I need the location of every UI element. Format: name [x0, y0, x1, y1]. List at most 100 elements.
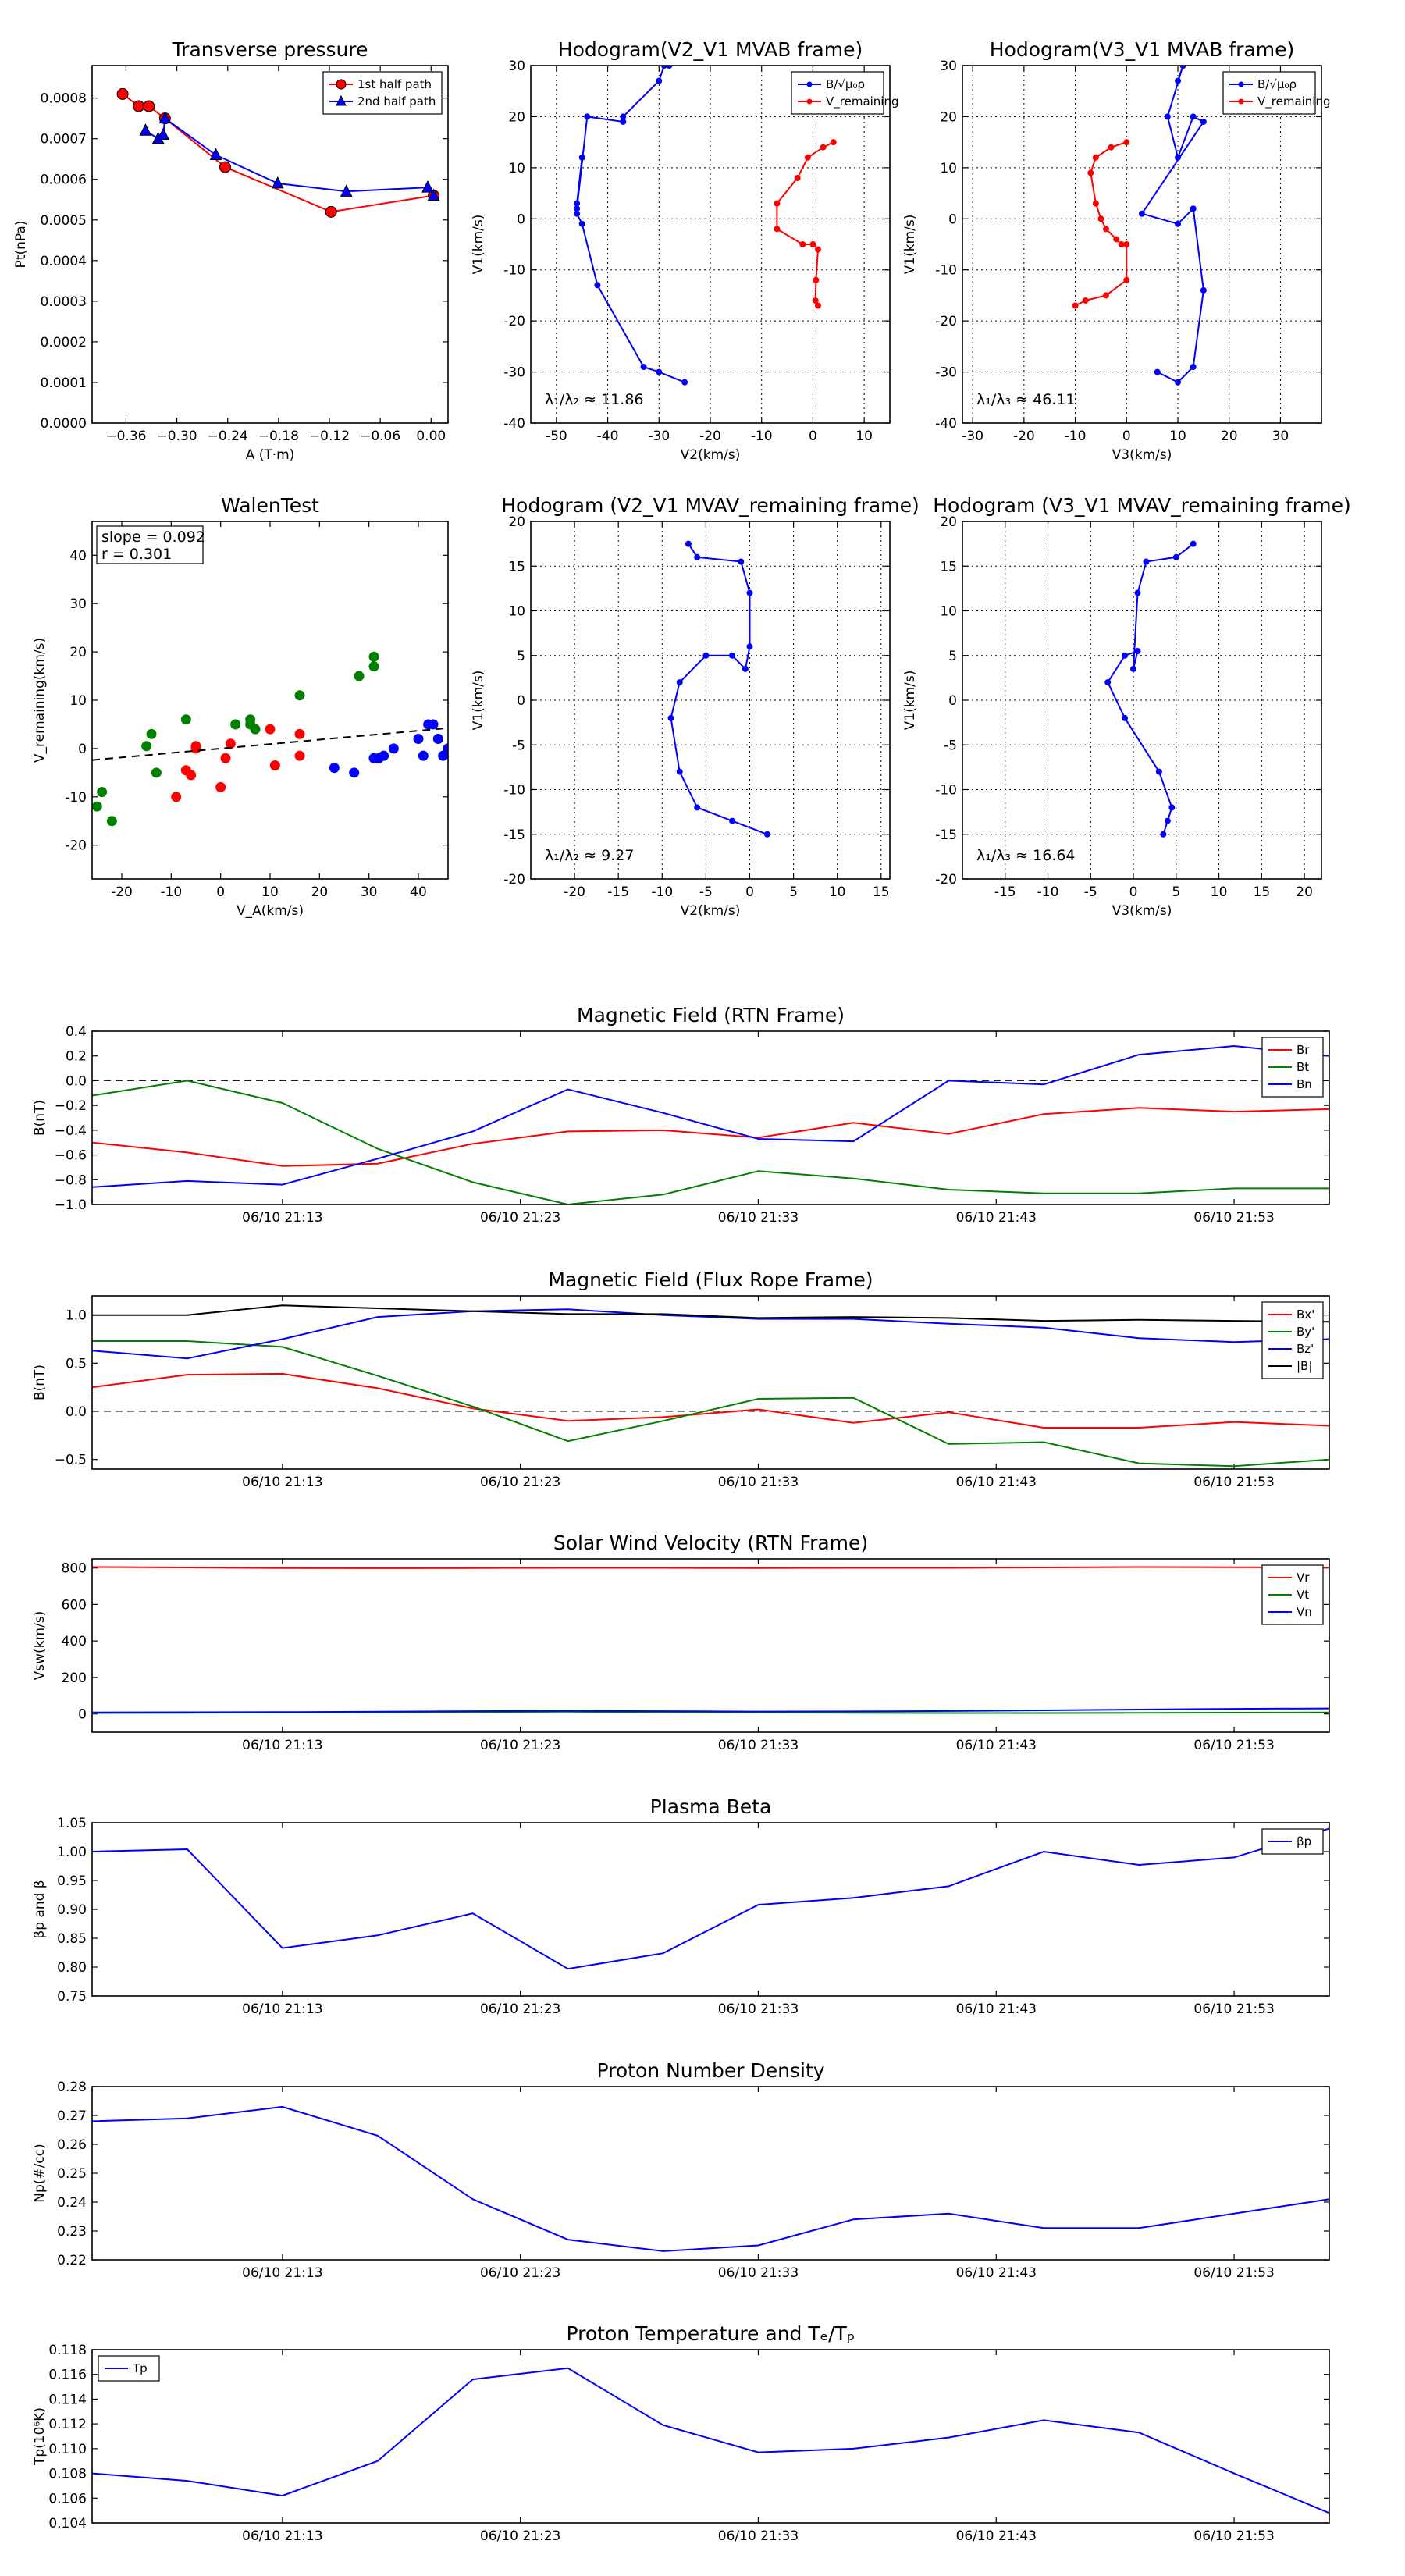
y-tick-label: 10	[508, 604, 525, 620]
eigen-ratio-annotation: λ₁/λ₂ ≈ 9.27	[545, 847, 634, 864]
data-point	[329, 763, 340, 774]
legend-label: By'	[1297, 1325, 1314, 1339]
y-tick-label: -10	[65, 790, 87, 806]
x-tick-label: -30	[962, 429, 984, 444]
data-point	[422, 180, 434, 193]
data-point	[151, 767, 162, 778]
eigen-ratio-annotation: λ₁/λ₃ ≈ 16.64	[976, 847, 1076, 864]
x-tick-label: 30	[1272, 429, 1289, 444]
data-point	[774, 200, 781, 207]
data-point	[681, 379, 688, 386]
x-tick-label: 06/10 21:53	[1193, 1475, 1274, 1490]
y-tick-label: 20	[69, 645, 87, 660]
data-point	[660, 66, 667, 69]
data-point	[813, 276, 820, 283]
data-point	[271, 176, 284, 189]
y-tick-label: 0	[78, 742, 87, 757]
y-tick-label: 10	[940, 161, 957, 176]
data-point	[1072, 302, 1079, 309]
panel-bfr: Magnetic Field (Flux Rope Frame) 06/10 21…	[32, 1268, 1330, 1490]
data-point	[656, 368, 663, 375]
x-tick-label: 06/10 21:53	[1193, 1210, 1274, 1226]
x-tick-label: -20	[1013, 429, 1035, 444]
legend-label: Vn	[1297, 1605, 1312, 1619]
series-line	[670, 543, 768, 835]
x-tick-label: -10	[1037, 884, 1059, 900]
y-tick-label: −0.6	[55, 1148, 87, 1164]
data-point	[1134, 589, 1141, 596]
y-tick-label: 0.112	[48, 2417, 87, 2432]
data-point	[1160, 831, 1167, 838]
panel-walen: WalenTest -20 -10 0 10 20 30 40 -20 -10 0 10 20 30 40 V…	[32, 494, 449, 919]
data-point	[171, 792, 182, 802]
y-tick-label: 0.0000	[41, 416, 87, 432]
data-point	[368, 651, 379, 662]
data-point	[1092, 154, 1099, 161]
data-point	[245, 719, 256, 730]
y-tick-label: -30	[503, 365, 525, 381]
y-axis-label: Vsw(km/s)	[32, 1611, 48, 1681]
y-tick-label: 15	[940, 559, 957, 575]
x-tick-label: 20	[1221, 429, 1238, 444]
chart-title: WalenTest	[221, 494, 319, 517]
y-tick-label: 600	[62, 1597, 87, 1613]
legend-label: Br	[1297, 1043, 1310, 1057]
x-tick-label: 06/10 21:23	[480, 2528, 560, 2544]
x-tick-label: 0.00	[416, 429, 446, 444]
y-tick-label: 0.80	[57, 1960, 87, 1976]
y-tick-label: 200	[62, 1670, 87, 1686]
data-point	[368, 661, 379, 672]
data-point	[418, 750, 429, 761]
legend-box	[791, 71, 884, 115]
y-tick-label: −0.4	[55, 1123, 87, 1139]
data-point	[676, 679, 683, 686]
series-line	[92, 1707, 1329, 1713]
y-tick-label: -40	[503, 416, 525, 432]
x-tick-label: −0.06	[360, 429, 400, 444]
data-point	[1154, 368, 1161, 375]
x-tick-label: -10	[651, 884, 673, 900]
series-line	[92, 1308, 1329, 1360]
y-tick-label: -10	[935, 263, 957, 279]
data-point	[379, 750, 389, 761]
x-tick-label: −0.36	[105, 429, 146, 444]
y-tick-label: 0.75	[57, 1989, 87, 2005]
data-point	[746, 643, 753, 650]
x-tick-label: 15	[1254, 884, 1271, 900]
chart-title: Hodogram(V2_V1 MVAB frame)	[558, 38, 863, 61]
data-point	[746, 589, 753, 596]
y-tick-label: -20	[65, 838, 87, 854]
x-tick-label: 06/10 21:53	[1193, 2528, 1274, 2544]
chart-title: Proton Temperature and Tₑ/Tₚ	[567, 2322, 855, 2345]
y-tick-label: 0.85	[57, 1931, 87, 1947]
panel-np: Proton Number Density 06/10 21:13 06/10 21…	[32, 2059, 1330, 2281]
y-tick-label: 0	[517, 212, 525, 227]
data-point	[685, 540, 692, 547]
data-point	[294, 750, 305, 761]
x-tick-label: -10	[1065, 429, 1087, 444]
series-line	[576, 66, 685, 383]
data-point	[215, 781, 226, 792]
legend-marker	[806, 81, 813, 87]
series-line	[776, 141, 834, 306]
x-tick-label: 06/10 21:33	[718, 1738, 799, 1753]
x-tick-label: 06/10 21:13	[242, 2265, 322, 2281]
data-point	[574, 210, 581, 217]
chart-title: Hodogram (V3_V1 MVAV_remaining frame)	[933, 494, 1351, 517]
panel-h2: Hodogram(V3_V1 MVAB frame) -30 -20 -10 0 10 20…	[902, 38, 1331, 463]
data-point	[1103, 226, 1109, 233]
y-tick-label: -10	[503, 263, 525, 279]
plot-frame	[91, 1822, 1330, 1997]
data-point	[1175, 379, 1181, 386]
y-tick-label: 1.00	[57, 1845, 87, 1860]
series-line	[1107, 543, 1194, 835]
data-point	[432, 734, 443, 745]
x-axis-label: V3(km/s)	[1112, 903, 1172, 919]
x-tick-label: -15	[994, 884, 1016, 900]
data-point	[1139, 210, 1145, 217]
legend-marker	[1238, 98, 1244, 105]
y-axis-label: V1(km/s)	[902, 215, 918, 275]
y-tick-label: 10	[940, 604, 957, 620]
plot-area	[92, 2105, 1329, 2252]
data-point	[106, 816, 117, 827]
